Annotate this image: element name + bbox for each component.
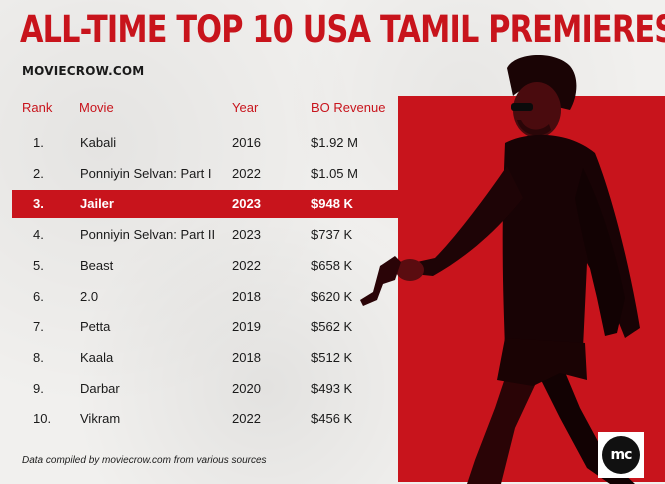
year-cell: 2019 (232, 319, 261, 334)
revenue-cell: $948 K (311, 196, 353, 211)
logo-circle: mc (602, 436, 640, 474)
table-row: 1. Kabali 2016 $1.92 M (0, 129, 420, 157)
rank-cell: 1. (33, 135, 44, 150)
rank-cell: 9. (33, 381, 44, 396)
year-cell: 2018 (232, 289, 261, 304)
page-title: ALL-TIME TOP 10 USA TAMIL PREMIERES (20, 8, 665, 51)
movie-cell: 2.0 (80, 289, 99, 304)
rank-cell: 2. (33, 166, 44, 181)
year-cell: 2022 (232, 166, 261, 181)
walking-man-figure (360, 54, 640, 484)
movie-cell: Petta (80, 319, 111, 334)
rank-cell: 6. (33, 289, 44, 304)
year-cell: 2022 (232, 258, 261, 273)
year-cell: 2016 (232, 135, 261, 150)
movie-cell: Kaala (80, 350, 114, 365)
revenue-cell: $512 K (311, 350, 353, 365)
year-cell: 2018 (232, 350, 261, 365)
table-row: 4. Ponniyin Selvan: Part II 2023 $737 K (0, 221, 420, 249)
rank-cell: 8. (33, 350, 44, 365)
rank-cell: 3. (33, 196, 44, 211)
movie-cell: Kabali (80, 135, 117, 150)
rank-cell: 7. (33, 319, 44, 334)
table-row: 7. Petta 2019 $562 K (0, 313, 420, 341)
table-row: 10. Vikram 2022 $456 K (0, 405, 420, 433)
table-row: 9. Darbar 2020 $493 K (0, 375, 420, 403)
revenue-cell: $620 K (311, 289, 353, 304)
table-row: 2. Ponniyin Selvan: Part I 2022 $1.05 M (0, 160, 420, 188)
table-row: 5. Beast 2022 $658 K (0, 252, 420, 280)
movie-cell: Beast (80, 258, 114, 273)
revenue-cell: $737 K (311, 227, 353, 242)
revenue-cell: $456 K (311, 411, 353, 426)
year-cell: 2023 (232, 196, 261, 211)
revenue-cell: $658 K (311, 258, 353, 273)
revenue-cell: $1.92 M (311, 135, 358, 150)
moviecrow-logo: mc (598, 432, 644, 478)
source-footnote: Data compiled by moviecrow.com from vari… (22, 455, 267, 466)
column-header-rank: Rank (22, 100, 53, 115)
year-cell: 2020 (232, 381, 261, 396)
table-row: 8. Kaala 2018 $512 K (0, 344, 420, 372)
rank-cell: 10. (33, 411, 52, 426)
table-row: 3. Jailer 2023 $948 K (12, 190, 410, 218)
year-cell: 2022 (232, 411, 261, 426)
movie-cell: Ponniyin Selvan: Part II (80, 227, 216, 242)
column-header-movie: Movie (79, 100, 114, 115)
movie-cell: Jailer (80, 196, 114, 211)
movie-cell: Darbar (80, 381, 120, 396)
movie-cell: Vikram (80, 411, 121, 426)
logo-text: mc (610, 447, 633, 463)
movie-cell: Ponniyin Selvan: Part I (80, 166, 212, 181)
revenue-cell: $562 K (311, 319, 353, 334)
column-header-year: Year (232, 100, 259, 115)
revenue-cell: $1.05 M (311, 166, 358, 181)
year-cell: 2023 (232, 227, 261, 242)
table-row: 6. 2.0 2018 $620 K (0, 283, 420, 311)
rank-cell: 4. (33, 227, 44, 242)
revenue-cell: $493 K (311, 381, 353, 396)
rank-cell: 5. (33, 258, 44, 273)
brand-name: MOVIECROW.COM (22, 64, 145, 78)
column-header-revenue: BO Revenue (311, 100, 386, 115)
